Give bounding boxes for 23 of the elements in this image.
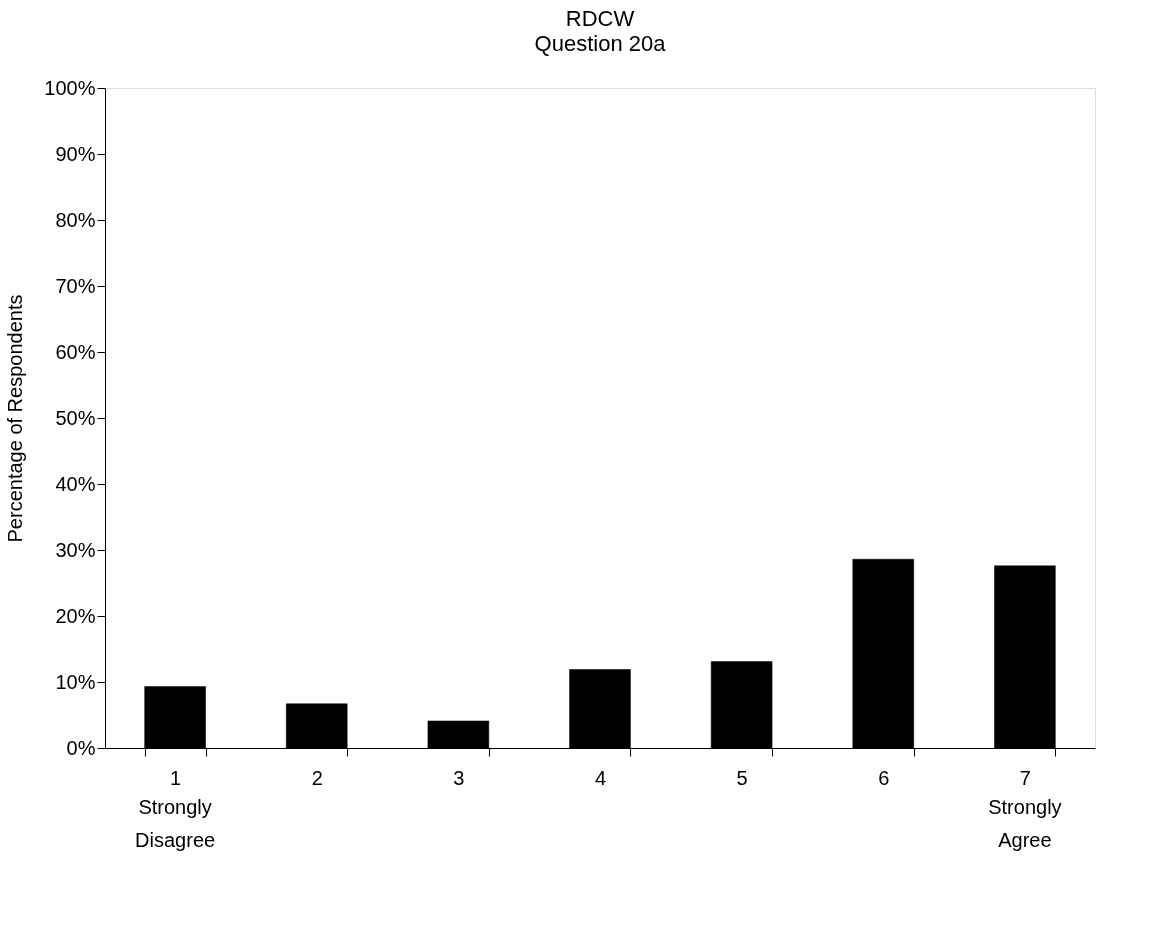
y-tick-label: 60% xyxy=(55,340,96,363)
chart-subtitle: Question 20a xyxy=(534,31,667,56)
y-tick-label: 0% xyxy=(66,736,96,759)
y-tick-label: 30% xyxy=(55,538,96,561)
y-tick-label: 80% xyxy=(55,208,96,231)
y-tick-label: 70% xyxy=(55,274,96,297)
x-tick-label: 7 xyxy=(1019,766,1031,789)
y-tick-label: 10% xyxy=(55,670,96,693)
y-tick-label: 90% xyxy=(55,142,96,165)
y-tick-label: 100% xyxy=(44,76,96,99)
text: Strongly Disagree xyxy=(135,796,216,851)
x-tick-label: 5 xyxy=(736,766,748,789)
x-tick-label: 2 xyxy=(311,766,323,789)
text: Strongly Agree xyxy=(988,796,1062,851)
x-tick-label: 3 xyxy=(453,766,465,789)
x-tick-label: 1 xyxy=(170,766,182,789)
x-tick-label: 4 xyxy=(594,766,607,789)
y-axis-title: Percentage of Respondents xyxy=(4,294,27,543)
y-tick-label: 20% xyxy=(55,604,96,627)
x-tick-label: 6 xyxy=(878,766,890,789)
y-tick-label: 40% xyxy=(55,472,96,495)
chart-title: RDCW xyxy=(565,6,635,31)
y-tick-label: 50% xyxy=(55,406,96,429)
